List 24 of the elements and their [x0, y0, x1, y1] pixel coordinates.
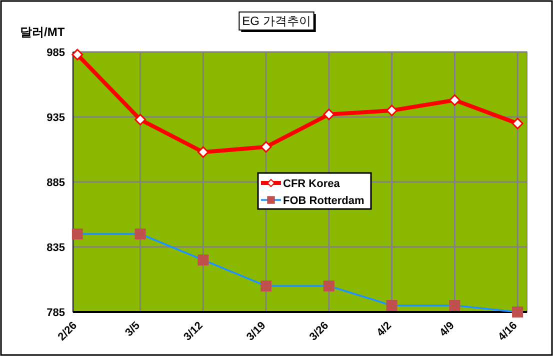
point [448, 94, 460, 106]
legend-label: CFR Korea [283, 178, 341, 190]
x-tick-label: 4/9 [438, 320, 457, 339]
y-axis-title: 달러/MT [20, 25, 66, 39]
x-tick-label: 4/16 [496, 320, 520, 344]
point [72, 48, 84, 60]
point [260, 141, 272, 153]
point [386, 104, 398, 116]
y-tick-label: 935 [46, 112, 65, 124]
chart-title: EG 가격추이 [242, 14, 311, 28]
point [323, 108, 335, 120]
x-tick-label: 3/12 [182, 320, 206, 344]
point [197, 146, 209, 158]
legend-label: FOB Rotterdam [283, 195, 364, 207]
x-tick-label: 4/2 [374, 320, 394, 339]
y-tick-label: 985 [46, 47, 65, 59]
x-tick-label: 3/5 [123, 320, 142, 339]
y-tick-label: 885 [46, 177, 65, 189]
y-tick-label: 785 [46, 307, 65, 319]
point [134, 114, 146, 126]
x-tick-label: 3/26 [307, 320, 332, 344]
y-tick-label: 835 [46, 242, 65, 254]
point [512, 118, 524, 130]
x-tick-label: 3/19 [244, 320, 268, 344]
